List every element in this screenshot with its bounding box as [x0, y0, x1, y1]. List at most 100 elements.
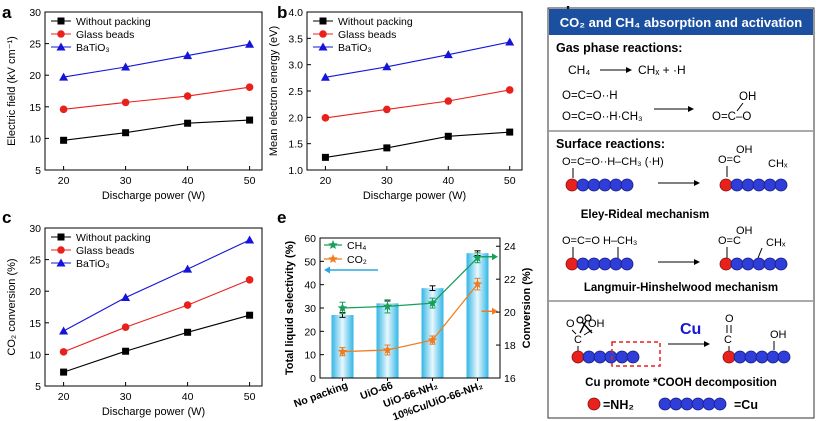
bar-1 — [376, 303, 399, 378]
data-point-c-0-3 — [246, 311, 254, 319]
y-tick-label-a-2: 15 — [29, 102, 41, 114]
cu-c: C — [574, 334, 582, 346]
data-point-b-1-3 — [505, 86, 514, 94]
e-y2-tick-label-4: 24 — [504, 241, 516, 253]
e-y2-tick-label-3: 22 — [504, 274, 516, 286]
data-point-a-0-2 — [184, 119, 192, 127]
reaction-scheme: CO₂ and CH₄ absorption and activation Ga… — [547, 7, 815, 419]
panel-label-b: b — [277, 3, 287, 22]
legend-marker-c-2 — [56, 258, 66, 267]
bar-0 — [331, 315, 354, 378]
cu-product-o: O — [725, 313, 734, 325]
y-tick-label-a-4: 25 — [29, 39, 41, 51]
cu-product-c: C — [724, 334, 732, 346]
data-point-b-0-2 — [444, 132, 452, 140]
gas-product-bond — [736, 102, 744, 112]
cu-o: O — [566, 318, 575, 330]
lh-right-chain — [719, 257, 788, 271]
x-axis-label-c: Discharge power (W) — [102, 406, 205, 418]
panel-label-c: c — [2, 208, 11, 227]
legend-cu-chain-sphere-1 — [669, 397, 683, 411]
er-oh: OH — [736, 144, 753, 156]
data-point-a-1-0 — [59, 105, 68, 114]
data-point-a-1-3 — [245, 83, 254, 92]
legend-text-a-2: BaTiO₃ — [76, 42, 110, 54]
x-tick-label-b-1: 30 — [381, 175, 393, 187]
e-y-tick-label-3: 30 — [304, 303, 316, 315]
x-axis-label-a: Discharge power (W) — [102, 190, 205, 202]
y-tick-label-b-4: 3.0 — [288, 60, 303, 72]
e-y2-tick-label-0: 16 — [504, 373, 516, 385]
legend-text-a-0: Without packing — [76, 16, 151, 28]
legend-marker-a-2 — [56, 42, 66, 51]
e-legend-text-1: CO₂ — [347, 254, 367, 266]
gas-r1-left: CH₄ — [568, 63, 590, 77]
x-tick-label-c-2: 40 — [182, 391, 194, 403]
series-line-a-2 — [63, 43, 250, 78]
series-line-c-1 — [63, 279, 250, 353]
er-left: O=C=O··H–CH₃ (·H) — [562, 156, 664, 168]
x-tick-label-a-0: 20 — [58, 175, 70, 187]
data-point-a-0-1 — [122, 129, 130, 137]
cu-left-chain-sphere-2 — [593, 350, 607, 364]
data-point-b-2-3 — [505, 37, 515, 46]
er-left-chain — [565, 178, 634, 192]
lh-right-chain-sphere-2 — [741, 257, 755, 271]
y-tick-label-c-4: 25 — [29, 255, 41, 267]
x-tick-label-b-0: 20 — [320, 175, 332, 187]
e-data-point-0-3 — [472, 252, 483, 262]
e-y-axis-label: Total liquid selectivity (%) — [284, 241, 296, 376]
data-point-a-0-3 — [246, 116, 254, 124]
cu-left-chain-sphere-5 — [626, 350, 640, 364]
e-data-point-1-3 — [472, 279, 483, 289]
legend-text-c-2: BaTiO₃ — [76, 258, 110, 270]
er-right-chain-sphere-1 — [730, 178, 744, 192]
left-axis-arrowhead — [324, 266, 330, 274]
er-right-chain-sphere-0 — [719, 178, 733, 192]
data-point-c-1-0 — [59, 348, 68, 356]
legend-cu: =Cu — [734, 398, 758, 412]
er-left-chain-sphere-0 — [565, 178, 579, 192]
x-tick-label-a-2: 40 — [182, 175, 194, 187]
scheme-header: CO₂ and CH₄ absorption and activation — [560, 15, 802, 30]
data-point-c-2-1 — [121, 293, 131, 302]
er-left-chain-sphere-4 — [609, 178, 623, 192]
lh-oh: OH — [736, 225, 753, 237]
legend-cu-chain-sphere-2 — [680, 397, 694, 411]
plot-frame-a — [44, 11, 263, 171]
legend-marker-b-0 — [319, 17, 327, 25]
data-point-b-0-1 — [383, 144, 391, 152]
scheme-header-bg — [549, 9, 813, 35]
cu-oh: OH — [588, 318, 605, 330]
cu-left-chain-sphere-0 — [571, 350, 585, 364]
cu-right-chain-sphere-4 — [766, 350, 780, 364]
y-tick-label-c-1: 10 — [29, 349, 41, 361]
cu-left-chain-sphere-4 — [615, 350, 629, 364]
y-axis-label-a: Electric field (kV cm⁻¹) — [6, 36, 18, 146]
series-line-b-1 — [325, 89, 510, 119]
legend-cu-chain-sphere-3 — [691, 397, 705, 411]
data-point-c-2-2 — [183, 264, 193, 273]
cu-product-oh: OH — [770, 329, 787, 341]
e-data-point-1-0 — [337, 346, 348, 356]
cu-caption: Cu promote *COOH decomposition — [585, 377, 777, 389]
legend-marker-c-0 — [57, 233, 65, 241]
e-y-tick-label-2: 20 — [304, 326, 316, 338]
er-arrowhead — [694, 180, 700, 186]
series-line-a-0 — [63, 119, 250, 141]
cu-bond-1 — [571, 329, 577, 335]
cu-right-chain — [722, 350, 791, 364]
series-line-c-2 — [63, 239, 250, 332]
series-line-c-0 — [63, 314, 250, 373]
e-series-line-0 — [342, 257, 478, 309]
data-point-a-2-0 — [59, 72, 69, 81]
data-point-c-2-0 — [59, 326, 69, 335]
lh-product: O=C — [718, 235, 741, 247]
e-y2-axis-label: Conversion (%) — [521, 267, 533, 348]
e-legend-marker-1 — [328, 254, 338, 263]
lh-left-chain-sphere-3 — [598, 257, 612, 271]
y-tick-label-a-0: 5 — [35, 165, 41, 177]
data-point-a-1-2 — [183, 92, 192, 100]
data-point-c-1-2 — [183, 301, 192, 309]
series-line-b-0 — [325, 131, 510, 158]
